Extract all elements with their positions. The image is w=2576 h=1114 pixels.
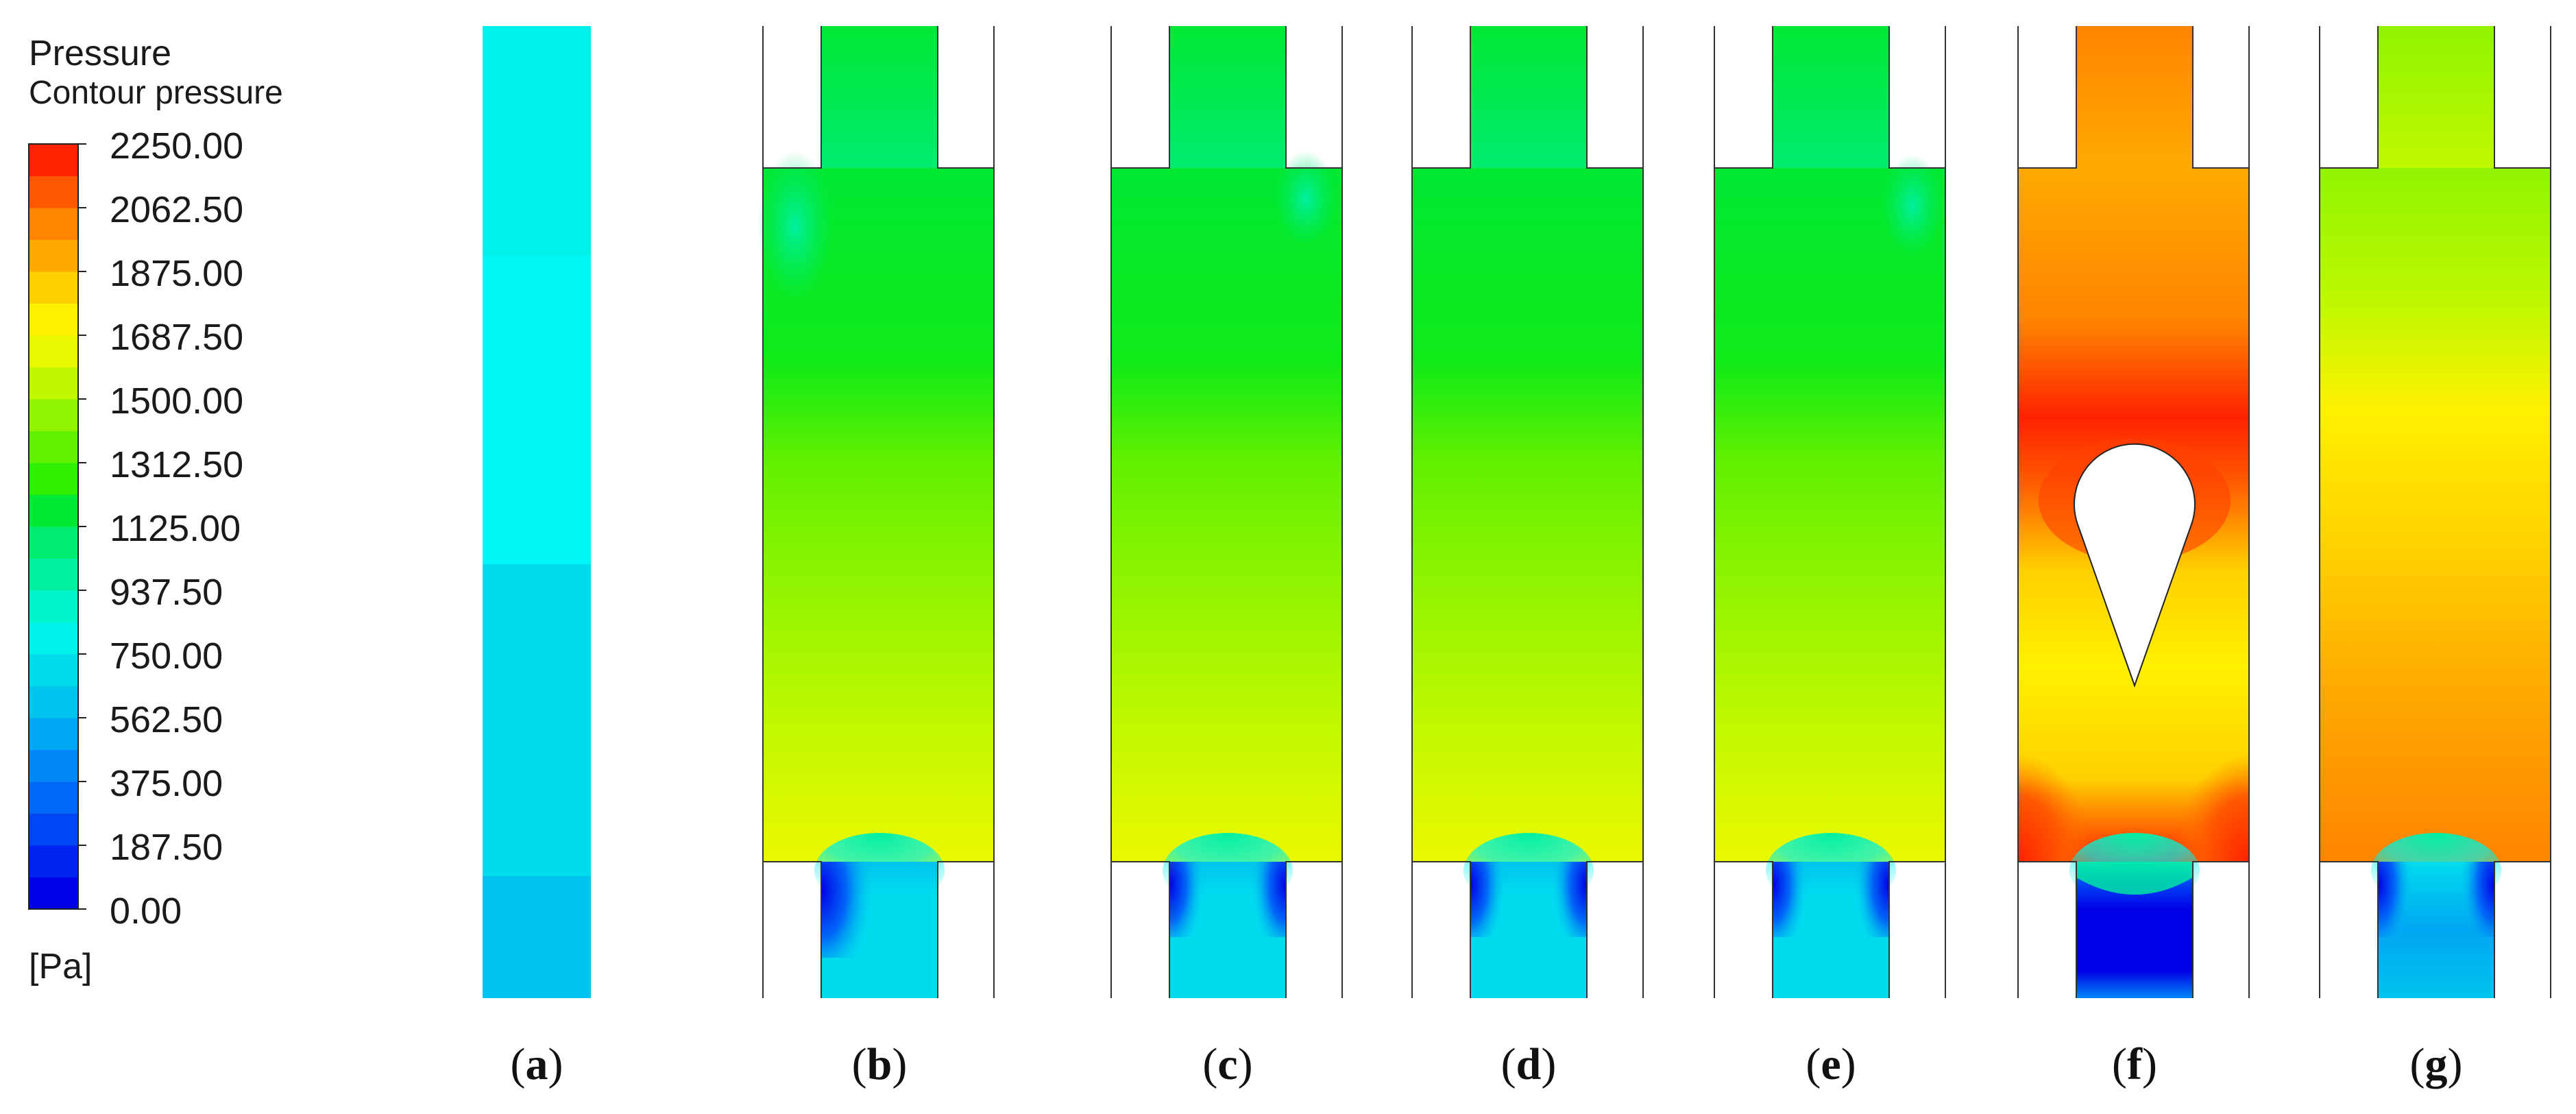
legend-tick-label: 187.50 [110, 827, 223, 868]
panel-label-a: (a) [510, 1039, 563, 1089]
panel-label-b: (b) [851, 1039, 908, 1089]
legend-tick-label: 1125.00 [110, 508, 241, 549]
panel-f-contour [2018, 26, 2249, 998]
legend-title: Pressure [29, 34, 172, 73]
legend-unit: [Pa] [29, 947, 93, 986]
legend-color-band [29, 590, 78, 622]
legend-color-band [29, 431, 78, 463]
legend-tick-label: 1312.50 [110, 444, 244, 485]
teardrop-insert [2074, 443, 2196, 688]
legend-color-band [29, 749, 78, 782]
legend-color-band [29, 718, 78, 750]
legend-color-band [29, 175, 78, 208]
panel-label-f: (f) [2112, 1039, 2157, 1089]
legend-color-band [29, 654, 78, 686]
legend-color-band [29, 558, 78, 591]
legend-color-band [29, 271, 78, 304]
legend-color-band [29, 144, 78, 176]
legend-tick-label: 2250.00 [110, 125, 244, 167]
legend-color-band [29, 813, 78, 846]
legend-color-band [29, 686, 78, 718]
panel-b-contour [757, 26, 994, 998]
panel-label-d: (d) [1500, 1039, 1557, 1089]
legend-color-bar [28, 143, 86, 910]
geometry-outlines [762, 26, 2551, 998]
legend-tick-label: 375.00 [110, 763, 223, 804]
legend-subtitle: Contour pressure [29, 75, 283, 111]
panel-g-contour [2320, 26, 2551, 998]
legend-tick-label: 2062.50 [110, 189, 244, 230]
legend-tick-label: 1500.00 [110, 380, 244, 422]
panel-d-contour [1412, 26, 1643, 998]
legend-color-band [29, 367, 78, 400]
panel-e-contour [1714, 26, 1945, 998]
legend-color-band [29, 239, 78, 272]
panel-label-e: (e) [1806, 1039, 1856, 1089]
legend-tick-label: 750.00 [110, 635, 223, 677]
panel-label-c: (c) [1202, 1039, 1253, 1089]
legend-color-band [29, 335, 78, 367]
panel-label-g: (g) [2409, 1039, 2463, 1089]
legend-tick-label: 1875.00 [110, 253, 244, 294]
legend-color-band [29, 463, 78, 495]
legend-color-band [29, 208, 78, 240]
legend-tick-label: 0.00 [110, 891, 182, 932]
legend-color-band [29, 303, 78, 336]
legend-tick-label: 937.50 [110, 572, 223, 613]
legend-color-band [29, 526, 78, 559]
legend-color-band [29, 494, 78, 527]
legend-color-band [29, 845, 78, 877]
panel-a-contour [483, 26, 591, 998]
legend-tick-label: 562.50 [110, 699, 223, 740]
panel-c-contour [1111, 26, 1342, 998]
legend-tick-label: 1687.50 [110, 317, 244, 358]
legend-color-band [29, 622, 78, 655]
legend-color-band [29, 877, 78, 910]
legend-color-band [29, 782, 78, 814]
legend-color-band [29, 399, 78, 431]
